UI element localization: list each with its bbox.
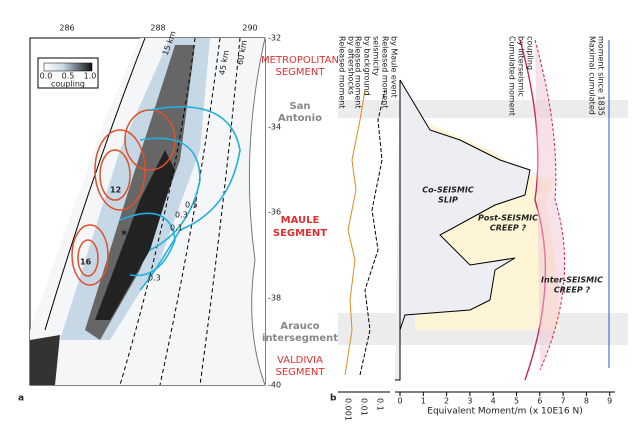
x-tick-label: 4 bbox=[491, 397, 496, 406]
x-tick-label: 7 bbox=[561, 397, 566, 406]
svg-text:★: ★ bbox=[138, 204, 146, 214]
column-label: moment since 1835 bbox=[597, 36, 606, 116]
svg-text:★: ★ bbox=[120, 229, 128, 239]
segment-label: METROPOLITAN bbox=[261, 55, 339, 66]
contour-label: 0.1 bbox=[170, 224, 183, 233]
segment-label: San bbox=[289, 101, 310, 112]
x-tick-label: 3 bbox=[467, 397, 472, 406]
map: ★ ★ bbox=[29, 37, 266, 386]
region-label: CREEP ? bbox=[490, 224, 527, 233]
contour-label: 0.3 bbox=[175, 211, 188, 220]
region-label: CREEP ? bbox=[554, 286, 591, 295]
lat-tick: -34 bbox=[268, 123, 281, 132]
segment-label: SEGMENT bbox=[276, 367, 326, 378]
region-label: Post-SEISMIC bbox=[478, 214, 538, 223]
depth-label: 60 km bbox=[236, 39, 249, 66]
panel-letter: b bbox=[330, 394, 337, 404]
contour-label: 0.5 bbox=[185, 201, 198, 210]
segment-label: SEGMENT bbox=[273, 228, 327, 239]
lon-tick: 288 bbox=[150, 24, 165, 33]
panel-letter: a bbox=[18, 394, 24, 404]
column-label: seismicity bbox=[372, 36, 381, 76]
segment-label: MAULE bbox=[281, 215, 320, 226]
x-tick-label: 1 bbox=[421, 397, 426, 406]
x-tick-label: 9 bbox=[607, 397, 612, 406]
x-tick-label: 8 bbox=[584, 397, 589, 406]
colorbar-tick: 0.0 bbox=[40, 72, 53, 81]
column-label: by background bbox=[363, 36, 372, 96]
log-tick: 0.001 bbox=[344, 398, 353, 421]
region-label: SLIP bbox=[438, 196, 458, 205]
region-label: Inter-SEISMIC bbox=[541, 276, 603, 285]
column-label: by interseismic bbox=[517, 36, 526, 97]
colorbar-tick: 1.0 bbox=[84, 72, 97, 81]
contour-label: 0.3 bbox=[148, 274, 161, 283]
lat-tick: -38 bbox=[268, 294, 281, 303]
profile-plot bbox=[338, 39, 628, 393]
column-label: Released moment bbox=[338, 36, 347, 109]
colorbar-label: coupling bbox=[51, 80, 85, 89]
lat-tick: -36 bbox=[268, 208, 281, 217]
x-axis-label: Equivalent Moment/m (x 10E16 N) bbox=[427, 407, 582, 417]
lat-tick: -32 bbox=[268, 34, 281, 43]
lon-tick: 286 bbox=[59, 24, 74, 33]
lat-tick: -40 bbox=[268, 381, 281, 390]
segment-label: Antonio bbox=[278, 113, 322, 124]
colorbar: 0.0 0.5 1.0 coupling bbox=[37, 57, 99, 89]
depth-label: 45 km bbox=[218, 49, 231, 76]
contour-label: 16 bbox=[80, 258, 92, 267]
colorbar-tick: 0.5 bbox=[62, 72, 75, 81]
column-label: by aftershocks bbox=[347, 36, 356, 95]
contour-label: 12 bbox=[110, 186, 121, 195]
column-label: by Maule event bbox=[390, 36, 399, 98]
x-tick-label: 6 bbox=[537, 397, 542, 406]
region-label: Co-SEISMIC bbox=[422, 186, 474, 195]
log-tick: 0.01 bbox=[360, 398, 369, 416]
segment-label: intersegment bbox=[262, 333, 338, 344]
column-label: Cumulated moment bbox=[508, 36, 517, 116]
log-tick: 0.1 bbox=[376, 398, 385, 411]
column-label: Maximal cumulated bbox=[588, 36, 597, 115]
column-label: Released moment bbox=[381, 36, 390, 109]
segment-label: SEGMENT bbox=[276, 67, 326, 78]
lon-tick: 290 bbox=[242, 24, 257, 33]
x-tick-label: 5 bbox=[514, 397, 519, 406]
x-tick-label: 2 bbox=[444, 397, 449, 406]
column-label: Released moment bbox=[354, 36, 363, 109]
column-label: coupling bbox=[526, 36, 535, 70]
x-tick-label: 0 bbox=[397, 397, 402, 406]
segment-label: Arauco bbox=[280, 321, 319, 332]
segment-label: VALDIVIA bbox=[277, 355, 323, 366]
